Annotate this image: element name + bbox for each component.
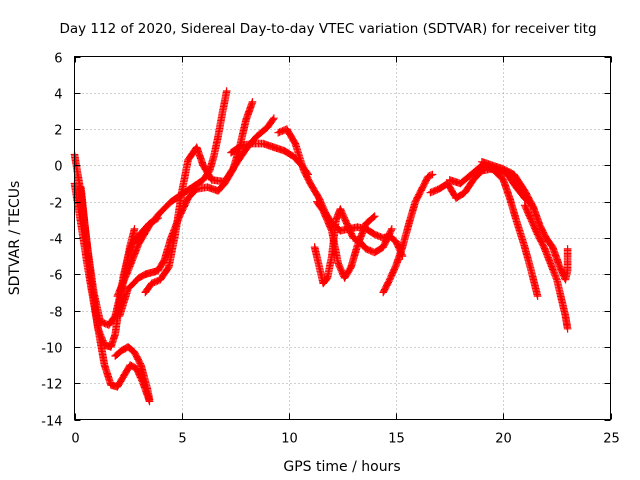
- y-tick-label: -8: [50, 306, 63, 321]
- x-tick-label: 10: [281, 432, 298, 447]
- series-satellite-track-12: [379, 170, 437, 297]
- x-tick-label: 5: [178, 432, 186, 447]
- x-tick-label: 25: [603, 432, 620, 447]
- series-satellite-track-3: [77, 183, 154, 406]
- y-tick-label: -14: [41, 415, 62, 430]
- data-marks: [70, 87, 572, 406]
- grid-lines: [74, 56, 611, 420]
- y-tick-label: 2: [54, 124, 62, 139]
- y-axis-label: SDTVAR / TECUs: [7, 181, 23, 296]
- data-point-marks: [115, 98, 257, 320]
- y-tick-label: 4: [54, 88, 62, 103]
- series-satellite-track-11: [313, 197, 379, 282]
- series-satellite-track-14: [445, 161, 542, 300]
- data-point-marks: [379, 170, 437, 297]
- data-point-marks: [445, 161, 542, 300]
- chart-title: Day 112 of 2020, Sidereal Day-to-day VTE…: [59, 21, 596, 37]
- y-tick-label: -12: [41, 378, 62, 393]
- series-satellite-track-16: [520, 201, 572, 333]
- data-point-marks: [478, 158, 572, 284]
- y-tick-label: 0: [54, 160, 62, 175]
- data-point-marks: [520, 201, 572, 333]
- data-point-marks: [313, 197, 379, 282]
- y-tick-label: -10: [41, 342, 62, 357]
- series-satellite-track-4: [111, 343, 154, 404]
- x-axis-label: GPS time / hours: [283, 459, 400, 475]
- series-satellite-track-15: [478, 158, 572, 284]
- x-tick-label: 20: [495, 432, 512, 447]
- x-tick-label: 0: [71, 432, 79, 447]
- y-tick-label: -2: [50, 197, 63, 212]
- axis-ticks: 0 5 10 15 20 25 -14 -12 -10 -8 -6 -4 -2 0 2 4 6: [41, 52, 620, 447]
- y-tick-label: -6: [50, 269, 63, 284]
- x-tick-label: 15: [388, 432, 405, 447]
- data-point-marks: [111, 343, 154, 404]
- y-tick-label: 6: [54, 52, 62, 67]
- series-satellite-track-6: [115, 98, 257, 320]
- data-point-marks: [77, 183, 154, 406]
- y-tick-label: -4: [50, 233, 63, 248]
